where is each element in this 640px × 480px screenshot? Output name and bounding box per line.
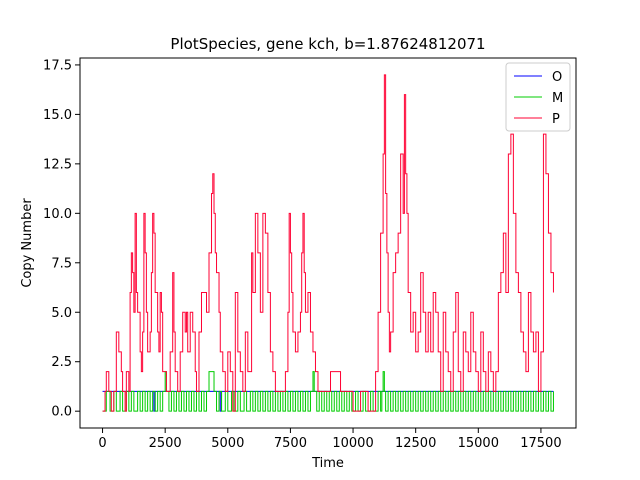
y-tick-label-6: 15.0 — [43, 108, 72, 123]
y-tick-label-3: 7.5 — [51, 256, 72, 271]
legend: O M P — [505, 62, 571, 132]
series-line-p — [102, 74, 554, 412]
legend-label-p: P — [552, 112, 560, 127]
x-tick-label-7: 17500 — [520, 436, 561, 451]
x-tick-label-2: 5000 — [211, 436, 244, 451]
chart-title: PlotSpecies, gene kch, b=1.87624812071 — [170, 35, 485, 53]
x-tick-label-5: 12500 — [395, 436, 436, 451]
y-axis-label: Copy Number — [20, 198, 35, 288]
x-axis-label: Time — [311, 456, 344, 471]
axes-frame — [79, 57, 577, 429]
y-tick-label-7: 17.5 — [43, 58, 72, 73]
x-tick-label-6: 15000 — [458, 436, 499, 451]
x-tick-label-1: 2500 — [149, 436, 182, 451]
legend-label-m: M — [552, 91, 563, 106]
y-tick-label-2: 5.0 — [51, 306, 72, 321]
x-tick-label-4: 10000 — [332, 436, 373, 451]
y-tick-label-1: 2.5 — [51, 355, 72, 370]
y-tick-label-4: 10.0 — [43, 207, 72, 222]
x-tick-label-0: 0 — [98, 436, 106, 451]
y-tick-label-0: 0.0 — [51, 405, 72, 420]
plot-area — [102, 74, 554, 412]
x-axis: 0 2500 5000 7500 10000 12500 15000 17500 — [98, 428, 562, 451]
series-line-m — [102, 371, 554, 412]
y-axis: 0.0 2.5 5.0 7.5 10.0 12.5 15.0 17.5 — [43, 58, 80, 420]
y-tick-label-5: 12.5 — [43, 157, 72, 172]
legend-label-o: O — [552, 70, 562, 85]
x-tick-label-3: 7500 — [274, 436, 307, 451]
